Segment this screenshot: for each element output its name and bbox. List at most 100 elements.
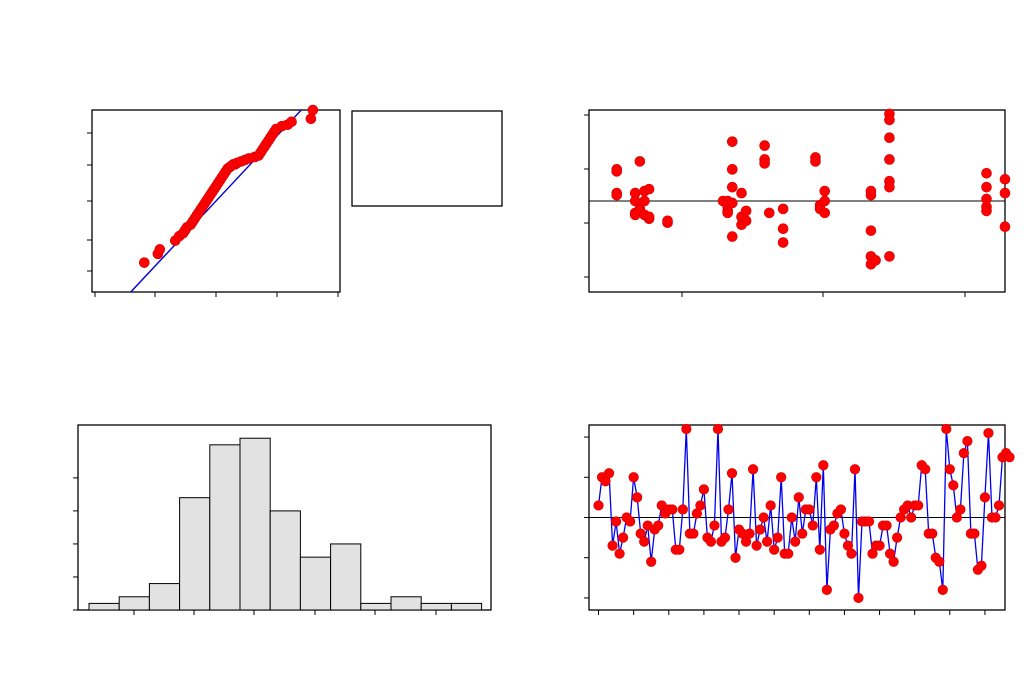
data-point [983,427,994,439]
data-point [695,500,706,511]
data-point [807,520,818,531]
data-point [892,532,903,543]
data-point [755,524,766,535]
normal-probability-panel [87,104,503,297]
data-point [607,540,618,551]
histogram-bar [450,602,483,611]
data-point [777,223,789,234]
data-point [653,520,664,531]
data-point [751,540,762,551]
histogram-bar [269,510,301,611]
data-point [726,197,738,209]
fits-plot-ticks [584,114,966,297]
data-point [705,536,717,547]
data-point [797,528,808,539]
data-point [286,116,297,128]
data-point [870,255,881,266]
data-point [639,536,650,547]
data-point [772,532,783,543]
histogram-bar [118,596,150,611]
data-point [730,552,741,563]
histogram-ticks [73,477,437,615]
data-point [790,536,801,547]
data-point [881,520,892,531]
data-point [934,556,945,567]
histogram-bar [239,437,271,611]
data-point [821,584,832,595]
data-point [853,592,864,604]
histogram-bar [420,602,452,611]
data-point [1004,452,1015,463]
histogram-bar [88,602,120,611]
data-point [969,528,980,539]
data-point [884,181,895,193]
order-plot-points [593,423,1015,604]
data-point [722,207,733,219]
histogram-bar [179,497,211,611]
data-point [747,464,759,475]
data-point [723,504,734,515]
data-point [990,512,1001,523]
data-point [628,472,639,483]
data-point [944,464,955,475]
data-point [603,468,615,479]
data-point [828,520,839,531]
data-point [793,492,804,503]
data-point [865,185,877,197]
data-point [941,423,952,435]
data-point [906,512,917,523]
data-point [593,500,604,511]
data-point [786,512,797,523]
order-plot-ticks [584,436,986,615]
data-point [769,544,780,555]
data-point [759,158,770,169]
data-point [811,472,822,483]
residuals-vs-order-panel [584,423,1015,615]
histogram-bars [88,437,483,611]
data-point [709,520,720,531]
data-point [819,185,831,197]
data-point [765,500,776,511]
data-point [884,251,895,262]
normal-plot-points [139,104,319,268]
histogram-bar [330,543,362,611]
data-point [667,504,678,515]
data-point [698,484,710,495]
data-point [611,189,623,201]
data-point [981,181,992,193]
data-point [643,183,655,195]
data-point [726,164,738,175]
data-point [884,132,895,143]
data-point [981,168,992,179]
data-point [610,516,622,527]
data-point [776,472,787,483]
histogram-bar [360,602,392,611]
data-point [999,187,1011,199]
data-point [307,104,319,116]
data-point [646,556,657,567]
data-point [726,136,738,147]
data-point [999,221,1011,233]
data-point [976,560,987,571]
data-point [920,464,931,475]
data-point [962,435,973,447]
data-point [884,114,895,126]
data-point [154,244,166,255]
data-point [763,207,775,219]
data-point [681,423,692,435]
data-point [139,257,150,268]
data-point [736,187,747,199]
data-point [740,215,752,227]
data-point [981,193,992,205]
data-point [744,528,755,539]
data-point [759,140,770,151]
data-point [814,544,825,555]
data-point [674,544,685,555]
data-point [863,516,875,527]
data-point [740,205,752,217]
data-point [979,492,991,503]
data-point [865,225,877,236]
data-point [993,500,1005,511]
histogram-panel [73,424,492,615]
